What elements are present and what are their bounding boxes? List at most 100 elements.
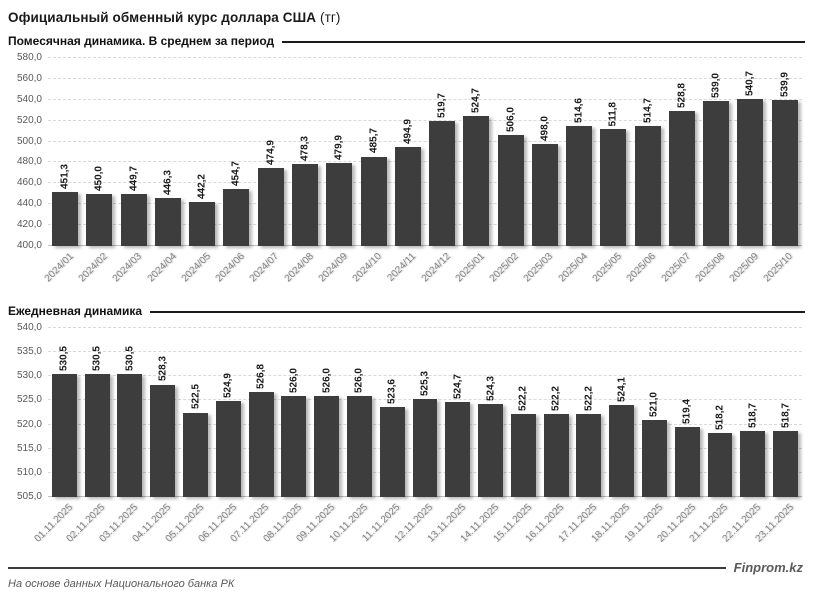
bar — [566, 126, 593, 246]
x-tick-cell: 2024/03 — [111, 246, 151, 298]
chart-bar-cell: 521,0 — [638, 328, 671, 497]
bar — [497, 135, 524, 246]
bar-value-label: 524,7 — [452, 373, 464, 399]
chart-bar-cell: 514,6 — [562, 58, 596, 246]
bar — [379, 407, 405, 497]
monthly-plot-area: 400,0 420,0 440,0 460,0 480,0 500,0 520,0 540,0… — [17, 52, 802, 251]
bar-value-label: 522,2 — [583, 385, 595, 411]
chart-bar-cell: 540,7 — [733, 58, 767, 246]
x-tick-label: 2025/04 — [556, 251, 590, 285]
x-tick-cell: 2024/11 — [385, 246, 425, 298]
gridline: 460,0 — [17, 177, 802, 188]
bar — [463, 115, 490, 246]
x-tick-label: 2024/10 — [350, 251, 385, 285]
chart-bar-cell: 514,7 — [631, 58, 665, 246]
x-tick-cell: 2025/02 — [488, 246, 527, 298]
gridline: 480,0 — [17, 156, 802, 167]
chart-bar-cell: 518,7 — [769, 328, 802, 497]
bar-value-label: 518,2 — [714, 405, 726, 431]
x-tick-cell: 2024/06 — [214, 246, 253, 298]
bar-value-label: 524,7 — [470, 87, 482, 113]
bar — [478, 403, 504, 497]
y-tick-label: 560,0 — [16, 72, 42, 84]
bar — [360, 156, 387, 246]
x-tick-cell: 2025/07 — [659, 246, 699, 298]
bar-value-label: 525,3 — [419, 370, 431, 396]
monthly-bar-chart: 400,0 420,0 440,0 460,0 480,0 500,0 520,0 540,0… — [8, 52, 805, 298]
bar-value-label: 526,0 — [288, 367, 300, 393]
y-tick-label: 525,0 — [16, 394, 42, 406]
bar — [84, 373, 110, 497]
y-tick-label: 505,0 — [16, 491, 42, 502]
x-tick-label: 2024/02 — [76, 251, 110, 285]
chart-bar-cell: 530,5 — [81, 328, 114, 497]
x-tick-label: 2025/06 — [624, 251, 659, 285]
x-tick-cell: 2024/08 — [282, 246, 322, 298]
chart-bar-cell: 519,4 — [671, 328, 704, 497]
x-tick-label: 2024/01 — [42, 251, 76, 285]
bar-value-label: 442,2 — [196, 173, 208, 199]
bar-value-label: 526,8 — [255, 363, 267, 389]
x-tick-cell: 2024/10 — [351, 246, 390, 298]
bar — [609, 404, 635, 497]
bar-value-label: 518,7 — [780, 402, 792, 428]
chart-bar-cell: 526,8 — [245, 328, 278, 497]
footer-rule-row: Finprom.kz — [8, 560, 805, 575]
chart-bar-cell: 478,3 — [288, 58, 322, 246]
gridline: 440,0 — [17, 198, 802, 209]
y-tick-label: 580,0 — [16, 52, 42, 63]
brand-watermark: Finprom.kz — [733, 560, 803, 575]
bar-value-label: 485,7 — [368, 128, 380, 154]
gridline: 535,0 — [17, 346, 802, 357]
bar — [429, 120, 456, 246]
bar — [117, 373, 143, 497]
x-tick-cell: 2025/06 — [625, 246, 665, 298]
x-tick-cell: 2025/01 — [453, 246, 493, 298]
page-title-unit: (тг) — [319, 10, 341, 25]
x-tick-cell: 2025/05 — [591, 246, 630, 298]
bar — [773, 430, 799, 497]
bar-value-label: 528,8 — [676, 83, 688, 109]
x-tick-label: 2025/01 — [453, 251, 487, 285]
chart-bar-cell: 526,0 — [310, 328, 343, 497]
bar — [412, 398, 438, 497]
bar — [86, 193, 113, 246]
bar — [707, 433, 733, 497]
bar — [703, 100, 730, 246]
daily-bar-chart: 505,0 510,0 515,0 520,0 525,0 530,0 535,0 540,0… — [8, 322, 805, 557]
bar-value-label: 539,0 — [710, 72, 722, 98]
monthly-section-header: Помесячная динамика. В среднем за период — [8, 34, 805, 48]
source-note: На основе данных Национального банка РК — [8, 578, 235, 590]
bar-value-label: 518,7 — [747, 402, 759, 428]
chart-bar-cell: 524,7 — [459, 58, 493, 246]
gridline: 520,0 — [17, 115, 802, 126]
x-tick-label: 2024/07 — [247, 251, 282, 285]
chart-bar-cell: 539,9 — [768, 58, 802, 246]
bar-value-label: 522,2 — [550, 385, 562, 411]
x-tick-label: 2024/08 — [282, 251, 316, 285]
bar-value-label: 446,3 — [162, 169, 174, 195]
header-rule — [282, 41, 805, 43]
x-tick-label: 2025/02 — [487, 251, 522, 285]
bar — [223, 188, 250, 246]
bar — [634, 126, 661, 246]
bar-value-label: 528,3 — [157, 356, 169, 382]
chart-bar-cell: 526,0 — [343, 328, 376, 497]
chart-bar-cell: 518,2 — [704, 328, 737, 497]
bar — [215, 400, 241, 497]
gridline: 540,0 — [17, 322, 802, 333]
bar-value-label: 511,8 — [607, 101, 619, 127]
chart-bar-cell: 530,5 — [48, 328, 81, 497]
x-tick-cell: 2024/09 — [316, 246, 356, 298]
y-tick-label: 515,0 — [16, 442, 42, 454]
bar — [771, 99, 798, 246]
bar-value-label: 524,3 — [485, 375, 497, 401]
y-tick-label: 510,0 — [16, 466, 42, 478]
gridline: 500,0 — [17, 136, 802, 147]
bar-value-label: 526,0 — [321, 367, 333, 393]
daily-section-header: Ежедневная динамика — [8, 304, 805, 318]
chart-bar-cell: 528,8 — [665, 58, 699, 246]
y-tick-label: 460,0 — [16, 177, 42, 189]
monthly-section: Помесячная динамика. В среднем за период… — [8, 34, 805, 298]
chart-bar-cell: 522,2 — [507, 328, 540, 497]
